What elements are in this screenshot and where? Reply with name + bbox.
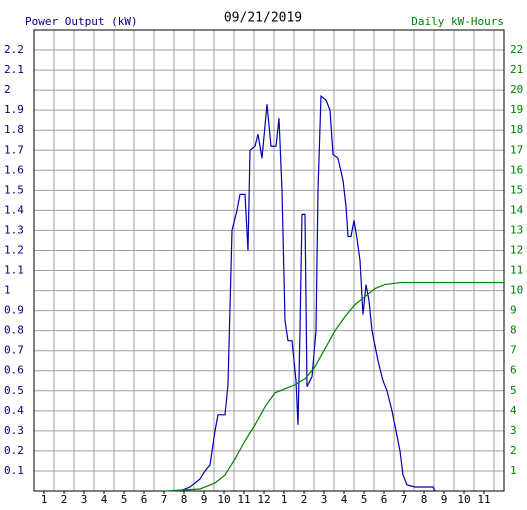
y2-tick-label: 6 xyxy=(510,364,517,377)
y-tick-label: 1.6 xyxy=(4,163,24,176)
x-tick-label: 3 xyxy=(81,493,88,506)
y-tick-label: 1.4 xyxy=(4,203,24,216)
x-tick-label: 6 xyxy=(381,493,388,506)
y2-tick-label: 18 xyxy=(510,123,523,136)
y2-tick-label: 11 xyxy=(510,264,523,277)
y2-tick-label: 8 xyxy=(510,324,517,337)
x-tick-label: 7 xyxy=(161,493,168,506)
y2-tick-label: 5 xyxy=(510,384,517,397)
y-tick-label: 2.1 xyxy=(4,63,24,76)
y-tick-label: 1.2 xyxy=(4,243,24,256)
x-tick-label: 12 xyxy=(257,493,270,506)
x-tick-label: 1 xyxy=(281,493,288,506)
y2-tick-label: 12 xyxy=(510,243,523,256)
y-tick-label: 0.9 xyxy=(4,304,24,317)
y-tick-label: 1.8 xyxy=(4,123,24,136)
y-tick-label: 0.8 xyxy=(4,324,24,337)
y2-tick-label: 21 xyxy=(510,63,523,76)
y-tick-label: 1 xyxy=(4,284,11,297)
x-tick-label: 4 xyxy=(341,493,348,506)
y-tick-label: 0.4 xyxy=(4,404,24,417)
y2-tick-label: 7 xyxy=(510,344,517,357)
y-tick-label: 1.1 xyxy=(4,264,24,277)
y2-tick-label: 9 xyxy=(510,304,517,317)
y2-tick-label: 15 xyxy=(510,183,523,196)
x-tick-label: 10 xyxy=(457,493,470,506)
x-tick-label: 1 xyxy=(41,493,48,506)
x-tick-label: 11 xyxy=(477,493,490,506)
x-tick-label: 5 xyxy=(361,493,368,506)
x-tick-label: 10 xyxy=(217,493,230,506)
x-tick-label: 5 xyxy=(121,493,128,506)
y2-tick-label: 10 xyxy=(510,284,523,297)
y2-tick-label: 17 xyxy=(510,143,523,156)
x-tick-label: 2 xyxy=(301,493,308,506)
y-tick-label: 0.6 xyxy=(4,364,24,377)
x-tick-label: 11 xyxy=(237,493,250,506)
x-tick-label: 9 xyxy=(201,493,208,506)
x-tick-label: 9 xyxy=(441,493,448,506)
y2-tick-label: 14 xyxy=(510,203,524,216)
data-line xyxy=(179,94,436,492)
y-tick-label: 0.3 xyxy=(4,424,24,437)
x-tick-label: 6 xyxy=(141,493,148,506)
y2-tick-label: 2 xyxy=(510,444,517,457)
x-tick-label: 4 xyxy=(101,493,108,506)
plot-frame xyxy=(33,29,505,492)
y2-tick-label: 13 xyxy=(510,223,523,236)
y-tick-label: 2 xyxy=(4,83,11,96)
y2-axis-label: Daily kW-Hours xyxy=(411,15,504,28)
y-tick-label: 0.5 xyxy=(4,384,24,397)
x-tick-label: 8 xyxy=(421,493,428,506)
x-tick-label: 3 xyxy=(321,493,328,506)
y-tick-label: 0.2 xyxy=(4,444,24,457)
y-tick-label: 1.7 xyxy=(4,143,24,156)
y-tick-label: 1.5 xyxy=(4,183,24,196)
y-axis-label: Power Output (kW) xyxy=(25,15,138,28)
y2-tick-label: 3 xyxy=(510,424,517,437)
x-tick-label: 2 xyxy=(61,493,68,506)
y-tick-label: 1.3 xyxy=(4,223,24,236)
y-tick-label: 2.2 xyxy=(4,43,24,56)
y2-tick-label: 16 xyxy=(510,163,523,176)
y2-tick-label: 4 xyxy=(510,404,517,417)
y-tick-label: 0.1 xyxy=(4,464,24,477)
y-tick-label: 0.7 xyxy=(4,344,24,357)
x-tick-label: 7 xyxy=(401,493,408,506)
y2-tick-label: 20 xyxy=(510,83,523,96)
x-tick-label: 8 xyxy=(181,493,188,506)
y2-tick-label: 1 xyxy=(510,464,517,477)
data-line xyxy=(164,281,504,492)
y-tick-label: 1.9 xyxy=(4,103,24,116)
y2-tick-label: 22 xyxy=(510,43,523,56)
chart-title: 09/21/2019 xyxy=(224,11,302,26)
y2-tick-label: 19 xyxy=(510,103,523,116)
